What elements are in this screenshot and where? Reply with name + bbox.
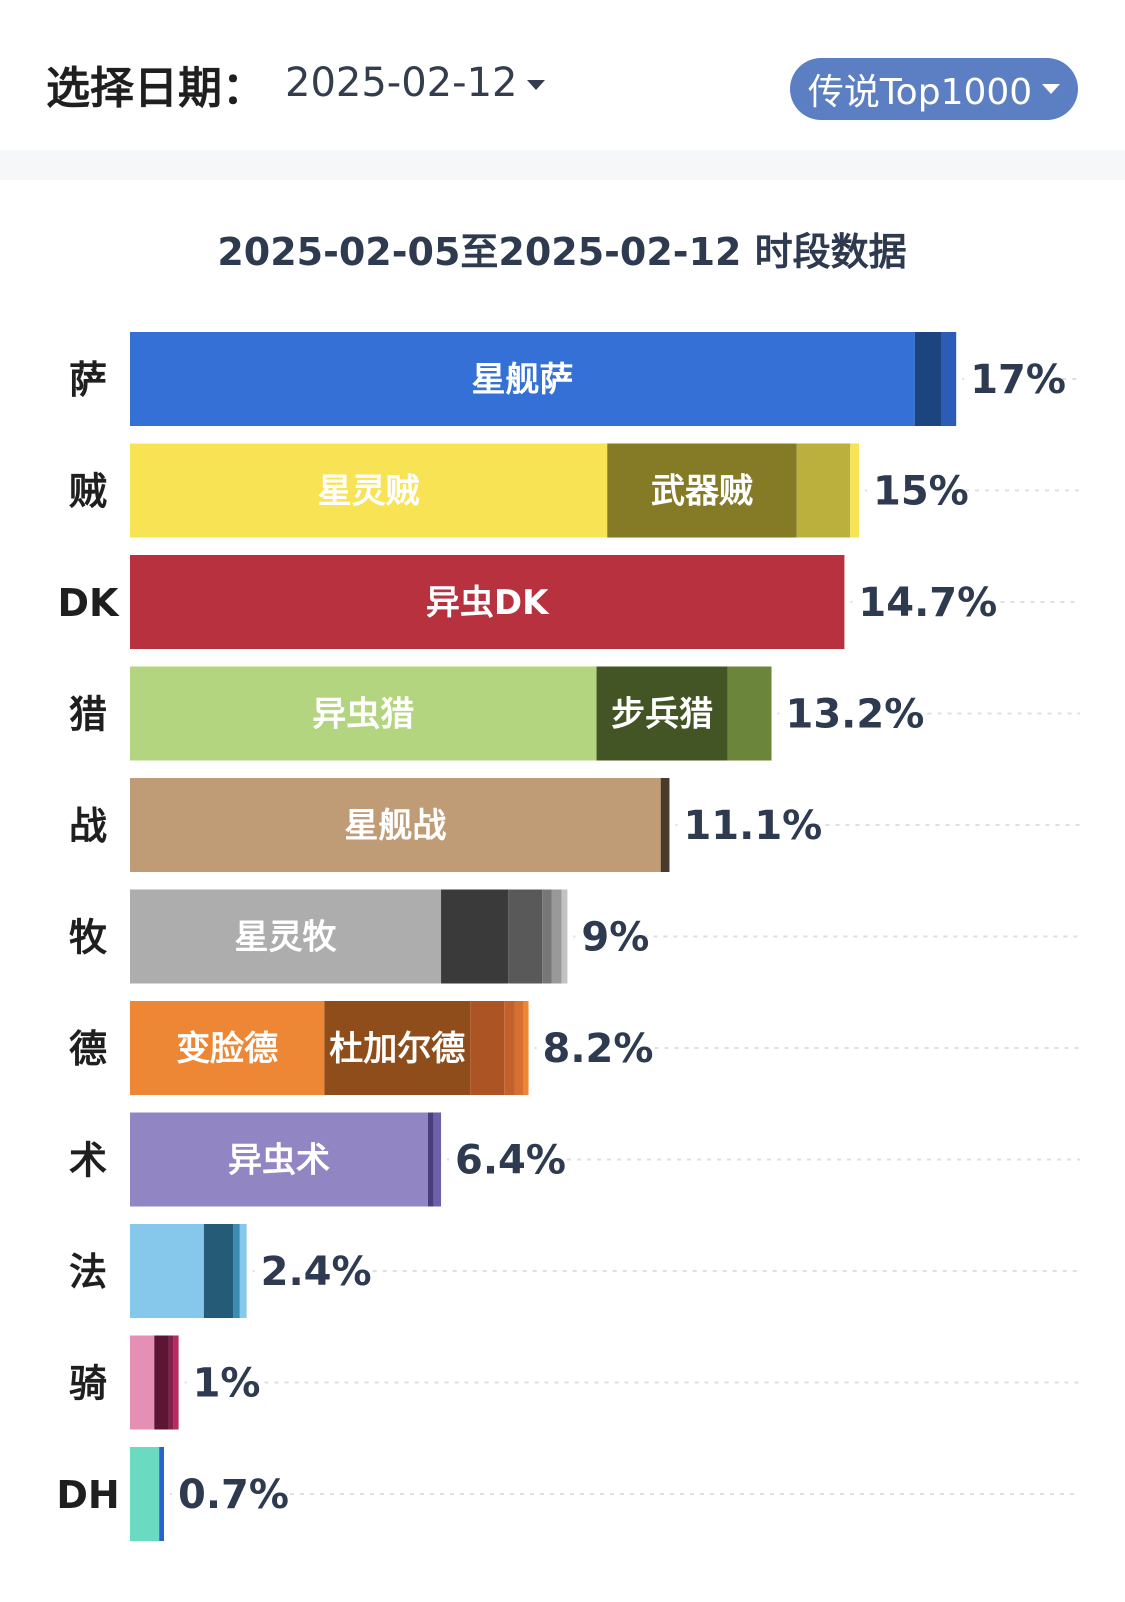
segment-label: 步兵猎 — [611, 695, 713, 735]
total-value-label: 13.2% — [786, 692, 925, 738]
total-label-bg — [536, 1024, 643, 1072]
bar-segment[interactable] — [130, 555, 845, 649]
bar-segment[interactable] — [470, 1001, 505, 1095]
total-value-label: 14.7% — [858, 580, 997, 626]
bar-segment[interactable] — [130, 443, 608, 538]
bar-segment[interactable] — [130, 1447, 160, 1541]
bar-segment[interactable] — [596, 666, 728, 761]
total-label-bg — [677, 801, 808, 849]
total-label-bg — [964, 355, 1047, 403]
bar-segment[interactable] — [504, 1001, 515, 1095]
bar-segment[interactable] — [130, 332, 915, 426]
total-label-bg — [852, 578, 983, 626]
date-label: 选择日期： — [46, 63, 266, 114]
caret-down-icon — [1042, 84, 1061, 94]
total-label-bg — [575, 912, 634, 961]
bar-segment[interactable] — [427, 1112, 434, 1207]
category-label: 战 — [69, 804, 107, 848]
bar-segment[interactable] — [561, 889, 568, 984]
segment-label: 变脸德 — [176, 1029, 278, 1069]
segment-label: 异虫DK — [426, 583, 550, 623]
segment-label: 武器贼 — [651, 472, 753, 512]
rank-filter-label: 传说Top1000 — [807, 72, 1033, 113]
total-value-label: 2.4% — [261, 1249, 372, 1295]
bar-segment[interactable] — [130, 889, 442, 984]
date-dropdown[interactable]: 2025-02-12 — [285, 60, 546, 106]
total-value-label: 15% — [873, 469, 969, 515]
total-value-label: 9% — [581, 915, 649, 961]
category-label: 猎 — [69, 693, 107, 737]
bar-segment[interactable] — [551, 889, 562, 984]
total-label-bg — [449, 1135, 556, 1184]
bar-segment[interactable] — [914, 332, 942, 426]
category-label: 德 — [69, 1027, 107, 1071]
bar-segment[interactable] — [727, 666, 772, 761]
bar-segment[interactable] — [441, 889, 509, 984]
date-value: 2025-02-12 — [285, 60, 518, 106]
bar-segment[interactable] — [154, 1335, 169, 1430]
bar-segment[interactable] — [203, 1224, 234, 1318]
total-value-label: 17% — [970, 357, 1066, 403]
total-label-bg — [867, 466, 949, 515]
segment-label: 星舰萨 — [471, 360, 573, 400]
total-label-bg — [779, 689, 910, 738]
bar-segment[interactable] — [941, 332, 957, 426]
bar-segment[interactable] — [433, 1112, 442, 1207]
category-label: 术 — [69, 1139, 107, 1183]
total-label-bg — [254, 1247, 361, 1295]
bar-segment[interactable] — [239, 1224, 247, 1318]
chart-title: 2025-02-05至2025-02-12 时段数据 — [217, 230, 906, 274]
total-label-bg — [172, 1470, 279, 1518]
bar-segment[interactable] — [130, 1001, 325, 1095]
category-label: 法 — [69, 1250, 107, 1294]
bar-segment[interactable] — [233, 1224, 240, 1318]
total-value-label: 0.7% — [178, 1472, 289, 1518]
category-label: DH — [56, 1473, 119, 1517]
bar-segment[interactable] — [850, 443, 859, 538]
total-label-bg — [186, 1358, 245, 1407]
bar-segment[interactable] — [130, 1112, 428, 1207]
bar-segment[interactable] — [130, 1224, 204, 1318]
category-label: 骑 — [69, 1362, 107, 1406]
rank-filter-dropdown[interactable]: 传说Top1000 — [790, 58, 1078, 120]
total-value-label: 6.4% — [455, 1138, 566, 1184]
top-filter-bar: 选择日期： 2025-02-12 传说Top1000 — [0, 0, 1125, 150]
total-value-label: 1% — [193, 1361, 261, 1407]
category-label: DK — [58, 581, 121, 625]
category-label: 贼 — [69, 470, 107, 514]
bar-segment[interactable] — [796, 443, 851, 538]
bar-segment[interactable] — [523, 1001, 529, 1095]
section-divider — [0, 150, 1125, 180]
bar-segment[interactable] — [607, 443, 797, 538]
caret-down-icon — [527, 80, 546, 90]
total-value-label: 11.1% — [683, 803, 822, 849]
segment-label: 异虫术 — [228, 1141, 330, 1181]
bar-segment[interactable] — [508, 889, 543, 984]
bar-segment[interactable] — [542, 889, 552, 984]
bar-segment[interactable] — [130, 666, 597, 761]
bar-segment[interactable] — [514, 1001, 524, 1095]
bar-segment[interactable] — [130, 778, 661, 872]
bar-segment[interactable] — [324, 1001, 471, 1095]
bar-segment[interactable] — [159, 1447, 165, 1541]
class-share-chart: 2025-02-05至2025-02-12 时段数据萨 星舰萨 17% 贼 星灵贼 武器贼… — [0, 180, 1125, 1598]
segment-label: 杜加尔德 — [329, 1029, 465, 1069]
segment-label: 星舰战 — [344, 806, 446, 846]
segment-label: 星灵贼 — [318, 472, 420, 512]
category-label: 萨 — [69, 358, 107, 402]
bar-segment[interactable] — [173, 1335, 179, 1430]
segment-label: 星灵牧 — [235, 918, 338, 958]
bar-segment[interactable] — [168, 1335, 174, 1430]
category-label: 牧 — [69, 916, 108, 960]
bar-segment[interactable] — [660, 778, 670, 872]
total-value-label: 8.2% — [543, 1026, 654, 1072]
segment-label: 异虫猎 — [312, 695, 414, 735]
bar-segment[interactable] — [130, 1335, 155, 1430]
